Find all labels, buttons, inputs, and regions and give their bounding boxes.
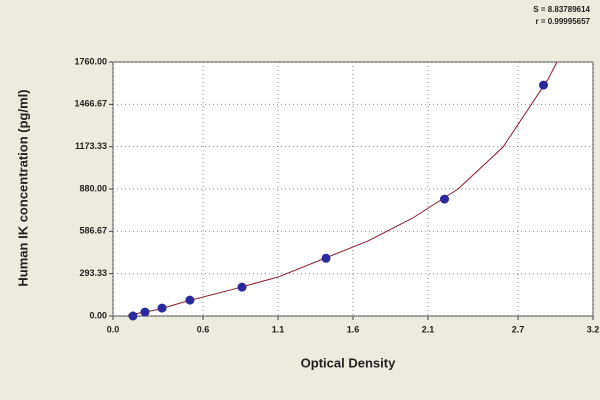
x-tick-label: 1.1	[272, 324, 285, 334]
y-tick-label: 1173.33	[75, 141, 107, 151]
x-tick-label: 0.6	[197, 324, 210, 334]
data-point	[185, 295, 195, 305]
data-point	[128, 311, 138, 321]
data-point	[539, 80, 548, 90]
y-tick-label: 0.00	[89, 310, 107, 320]
x-tick-label: 0.0	[107, 324, 120, 334]
annotation: S = 8.83789614	[533, 5, 590, 14]
data-point	[237, 282, 247, 292]
data-point	[440, 194, 449, 204]
y-tick-label: 293.33	[79, 268, 107, 278]
fit-curve	[127, 61, 558, 316]
x-axis-label: Optical Density	[301, 355, 396, 370]
data-point	[157, 303, 167, 313]
y-tick-label: 1466.67	[74, 99, 107, 109]
x-tick-label: 3.2	[587, 324, 600, 334]
annotation: r = 0.99995657	[536, 17, 591, 26]
x-tick-label: 2.7	[512, 324, 525, 334]
x-tick-label: 2.1	[422, 324, 435, 334]
data-point	[140, 307, 150, 317]
data-point	[321, 253, 331, 263]
y-tick-label: 880.00	[79, 183, 107, 193]
y-axis-label: Human IK concentration (pg/ml)	[15, 89, 30, 286]
x-tick-label: 1.6	[347, 324, 360, 334]
y-tick-label: 1760.00	[74, 56, 107, 66]
y-tick-label: 586.67	[79, 226, 107, 236]
